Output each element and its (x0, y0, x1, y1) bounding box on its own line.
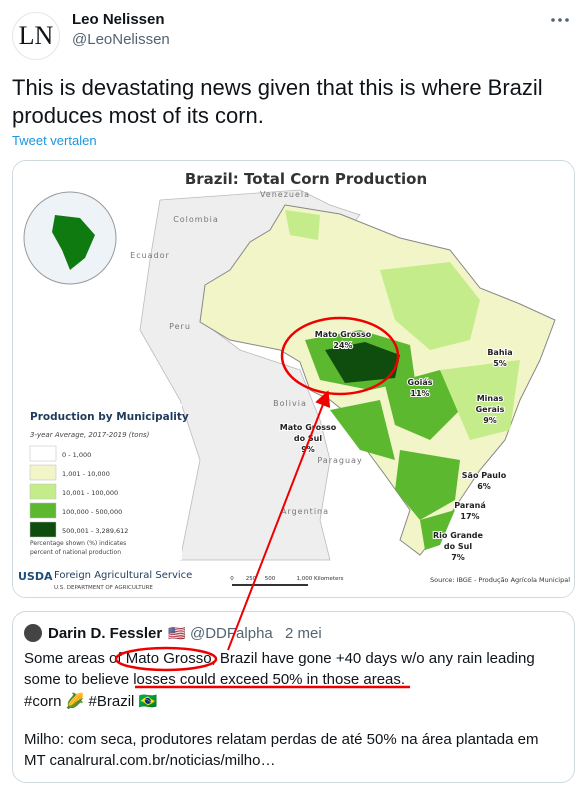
quote-avatar (24, 624, 42, 642)
translate-link[interactable]: Tweet vertalen (12, 133, 97, 148)
region-shade (285, 210, 320, 240)
country-label: Peru (169, 322, 191, 331)
legend-note: percent of national production (30, 549, 121, 556)
region-shade (440, 360, 520, 440)
state-label: São Paulo (462, 471, 507, 480)
quote-name: Darin D. Fessler (48, 625, 163, 642)
agency-logo: USDA (18, 570, 53, 583)
country-label: Bolivia (273, 399, 307, 408)
quote-line: #corn 🌽 #Brazil 🇧🇷 (24, 693, 158, 710)
legend-swatch (29, 445, 57, 462)
legend-label: 10,001 - 100,000 (62, 489, 118, 497)
map-source: Source: IBGE - Produção Agrícola Municip… (430, 576, 570, 584)
legend-label: 1,001 - 10,000 (62, 470, 110, 478)
state-label: Minas (477, 394, 504, 403)
more-menu[interactable] (548, 14, 572, 26)
globe-brazil (52, 215, 95, 270)
quote-flag: 🇺🇸 (168, 625, 186, 641)
quote-date: 2 mei (285, 625, 322, 642)
legend-label: 100,000 - 500,000 (62, 508, 122, 516)
agency-name: Foreign Agricultural Service (54, 570, 192, 581)
state-label: Mato Grosso (280, 423, 337, 432)
state-label: 24% (333, 341, 352, 350)
state-label: 17% (460, 512, 479, 521)
author-name[interactable]: Leo Nelissen (72, 11, 165, 28)
state-label: 11% (410, 389, 429, 398)
author-handle[interactable]: @LeoNelissen (72, 31, 170, 48)
state-label: 7% (451, 553, 465, 562)
quote-line: some to believe losses could exceed 50% … (24, 671, 406, 688)
legend-swatch (29, 521, 57, 538)
country-label: Venezuela (260, 190, 310, 199)
quote-handle: @DDFalpha (190, 625, 273, 642)
state-label: 5% (493, 359, 507, 368)
map: Brazil: Total Corn Production Venezuela C… (13, 161, 574, 597)
avatar[interactable]: LN (12, 12, 60, 60)
state-label: Paraná (454, 501, 485, 510)
region-shade (380, 262, 480, 350)
legend-swatch (29, 502, 57, 519)
legend-label: 500,001 - 3,289,612 (62, 527, 128, 535)
tweet-line: This is devastating news given that this… (12, 75, 543, 100)
state-label: Bahia (487, 348, 512, 357)
country-label: Colombia (173, 215, 219, 224)
quote-line: Some areas of Mato Grosso, Brazil have g… (24, 650, 535, 667)
region-shade (395, 450, 460, 520)
tweet-line: produces most of its corn. (12, 103, 264, 128)
media-card[interactable]: Brazil: Total Corn Production Venezuela C… (12, 160, 575, 598)
region-shade (420, 510, 455, 550)
legend-swatch (29, 464, 57, 481)
scale-label: 500 (265, 576, 276, 582)
region-shade (330, 400, 395, 460)
state-label: Gerais (476, 405, 505, 414)
legend-label: 0 - 1,000 (62, 451, 91, 459)
state-label: Rio Grande (433, 531, 484, 540)
state-label: do Sul (444, 542, 472, 551)
quote-line: MT canalrural.com.br/noticias/milho… (24, 752, 276, 769)
legend-swatch (29, 483, 57, 500)
legend-note: Percentage shown (%) indicates (30, 540, 126, 547)
country-label: Ecuador (130, 251, 170, 260)
state-label: Mato Grosso (315, 330, 372, 339)
legend-subtitle: 3-year Average, 2017-2019 (tons) (30, 431, 150, 439)
region-shade (385, 370, 460, 440)
state-label: 6% (477, 482, 491, 491)
state-label: Goiás (408, 378, 433, 387)
scale-label: 250 (246, 576, 257, 582)
country-label: Argentina (281, 507, 329, 516)
scale-label: 1,000 Kilometers (297, 576, 344, 582)
scale-label: 0 (230, 576, 234, 582)
legend-title: Production by Municipality (30, 411, 189, 423)
map-title: Brazil: Total Corn Production (185, 170, 427, 188)
agency-dept: U.S. DEPARTMENT OF AGRICULTURE (54, 585, 153, 591)
country-label: Paraguay (317, 456, 362, 465)
state-label: do Sul (294, 434, 322, 443)
state-label: 9% (483, 416, 497, 425)
state-label: 9% (301, 445, 315, 454)
quote-line: Milho: com seca, produtores relatam perd… (24, 731, 539, 748)
